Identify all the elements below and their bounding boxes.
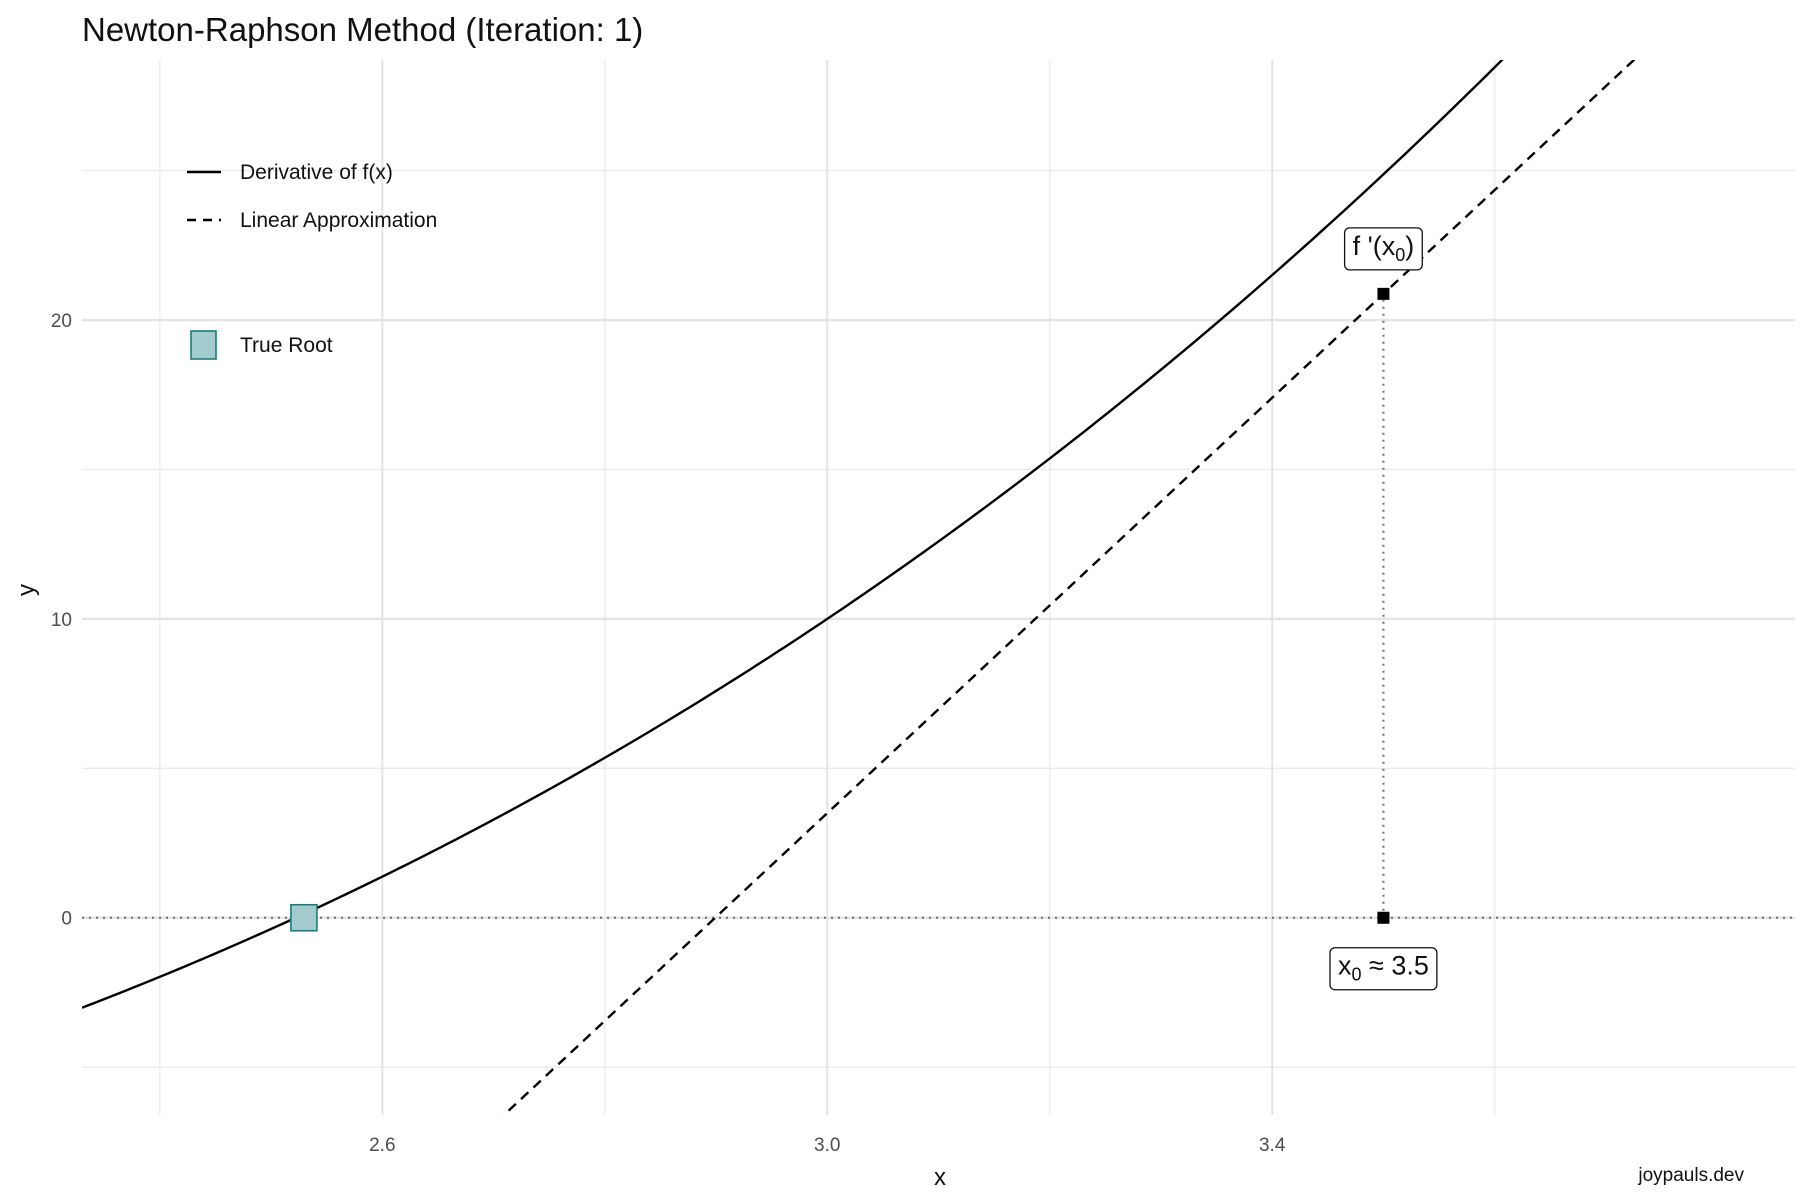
reference-lines: [82, 293, 1795, 919]
legend-label: Derivative of f(x): [240, 161, 393, 184]
legend: Derivative of f(x) Linear Approximation Tr…: [187, 161, 437, 360]
y-tick-label: 20: [51, 311, 72, 332]
legend-label: Linear Approximation: [240, 209, 437, 232]
true-root-marker: [290, 903, 318, 932]
iteration-point: [1377, 287, 1390, 300]
fprime-annotation-label: f '(x0): [1353, 231, 1415, 265]
derivative-curve: [82, 60, 1504, 1009]
x-tick-label: 3.0: [814, 1135, 840, 1156]
x-tick-labels: 2.6 3.0 3.4: [369, 1135, 1286, 1156]
legend-true-root-key: [190, 330, 217, 360]
y-tick-label: 10: [51, 610, 72, 631]
iteration-point: [1377, 911, 1390, 924]
grid-minor: [82, 60, 1795, 1115]
series-layer: [82, 60, 1636, 1115]
chart-caption: joypauls.dev: [1637, 1165, 1744, 1186]
y-axis-title: y: [13, 584, 40, 596]
x0-annotation-label: x0 ≈ 3.5: [1338, 951, 1429, 985]
x-tick-label: 3.4: [1259, 1135, 1286, 1156]
x-axis-title: x: [934, 1164, 946, 1191]
chart-title: Newton-Raphson Method (Iteration: 1): [82, 11, 643, 48]
grid-major: [82, 60, 1795, 1115]
x-tick-label: 2.6: [369, 1135, 395, 1156]
markers-layer: [290, 287, 1390, 932]
legend-label: True Root: [240, 334, 333, 357]
y-tick-labels: 0 10 20: [51, 311, 72, 930]
annotation-box: [1329, 947, 1438, 991]
linear-approximation-line: [502, 60, 1636, 1115]
y-tick-label: 0: [61, 909, 72, 930]
annotations: f '(x0) x0 ≈ 3.5: [1329, 227, 1438, 991]
annotation-box: [1343, 227, 1423, 271]
